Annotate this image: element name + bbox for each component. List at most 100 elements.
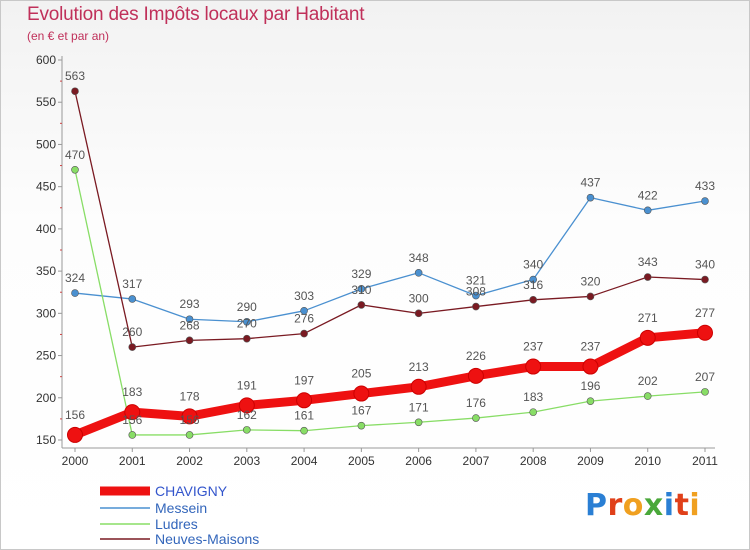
data-point [128, 431, 137, 439]
data-point [185, 336, 194, 345]
data-point [128, 343, 137, 351]
data-point [414, 309, 423, 318]
data-label: 433 [695, 179, 715, 193]
data-point [181, 408, 198, 425]
y-tick-label: 250 [36, 349, 56, 363]
data-point [300, 306, 308, 315]
legend-label: Ludres [155, 516, 198, 532]
proxiti-logo: Proxiti [585, 488, 700, 523]
data-label: 437 [580, 176, 600, 190]
data-point [472, 302, 480, 311]
y-tick-label: 500 [36, 137, 56, 151]
data-point [300, 329, 308, 338]
data-point [300, 426, 308, 435]
y-tick-label: 400 [36, 222, 56, 236]
y-tick-label: 300 [36, 306, 56, 320]
data-point [472, 291, 480, 300]
data-point [243, 334, 251, 343]
logo-letter: P [585, 488, 608, 523]
data-point [643, 392, 652, 400]
data-label: 156 [65, 408, 85, 422]
data-label: 300 [409, 291, 429, 305]
data-label: 207 [695, 370, 715, 384]
x-tick-label: 2006 [405, 454, 432, 468]
chart-title: Evolution des Impôts locaux par Habitant [27, 4, 365, 25]
y-tick-label: 200 [36, 391, 56, 405]
data-label: 167 [351, 404, 371, 418]
data-label: 470 [65, 148, 85, 162]
data-label: 176 [466, 396, 486, 410]
data-label: 303 [294, 289, 314, 303]
data-point [414, 268, 423, 277]
data-point [67, 426, 83, 443]
data-label: 563 [65, 69, 85, 83]
x-tick-label: 2002 [176, 454, 203, 468]
data-point [414, 418, 423, 427]
logo-letter: i [689, 488, 701, 523]
legend-label: CHAVIGNY [155, 483, 228, 499]
data-point [586, 193, 595, 202]
data-point [71, 289, 79, 297]
logo-letter: i [663, 488, 675, 523]
data-point [357, 421, 366, 430]
data-label: 183 [523, 390, 543, 404]
data-point [357, 301, 366, 309]
y-tick-label: 600 [36, 53, 56, 67]
data-point [529, 296, 537, 304]
data-point [472, 414, 480, 422]
series-line-ludres [74, 169, 706, 436]
series-line-neuves-maisons [74, 90, 706, 348]
x-tick-label: 2004 [291, 454, 318, 468]
x-tick-label: 2007 [463, 454, 490, 468]
data-label: 320 [580, 274, 600, 288]
x-tick-label: 2011 [692, 454, 718, 468]
data-label: 178 [180, 389, 200, 403]
data-label: 271 [638, 311, 658, 325]
data-point [71, 165, 79, 174]
data-point [529, 408, 537, 416]
data-label: 196 [580, 379, 600, 393]
data-point [238, 397, 255, 414]
data-point [353, 385, 370, 402]
chart-subtitle: (en € et par an) [27, 29, 110, 43]
data-label: 226 [466, 349, 486, 363]
data-point [586, 292, 595, 301]
data-point [243, 317, 251, 326]
y-tick-label: 450 [36, 180, 56, 194]
series-line-messein [74, 196, 706, 323]
data-label: 156 [180, 413, 200, 427]
data-label: 308 [466, 285, 486, 299]
data-point [701, 388, 709, 396]
data-point [128, 295, 137, 303]
data-point [243, 426, 251, 434]
logo-letter: t [674, 488, 690, 523]
x-tick-label: 2003 [233, 454, 260, 468]
data-point [357, 285, 366, 293]
x-tick-label: 2010 [634, 454, 661, 468]
y-tick-label: 550 [36, 95, 56, 109]
data-label: 202 [638, 374, 658, 388]
data-point [643, 273, 652, 281]
x-tick-label: 2001 [119, 454, 146, 468]
data-point [586, 397, 595, 405]
data-point [643, 206, 652, 215]
data-label: 276 [294, 312, 314, 326]
data-label: 340 [523, 258, 543, 272]
data-label: 237 [580, 340, 600, 354]
data-point [467, 367, 484, 384]
data-point [701, 275, 709, 284]
data-label: 268 [180, 318, 200, 332]
data-label: 260 [122, 325, 142, 339]
series-line-chavigny [70, 328, 710, 440]
data-point [697, 324, 713, 341]
x-tick-label: 2000 [62, 454, 89, 468]
data-point [525, 358, 542, 375]
data-point [185, 431, 194, 439]
data-point [582, 358, 599, 375]
data-label: 277 [695, 306, 715, 320]
y-tick-label: 350 [36, 264, 56, 278]
data-point [410, 378, 427, 395]
data-label: 317 [122, 277, 142, 291]
